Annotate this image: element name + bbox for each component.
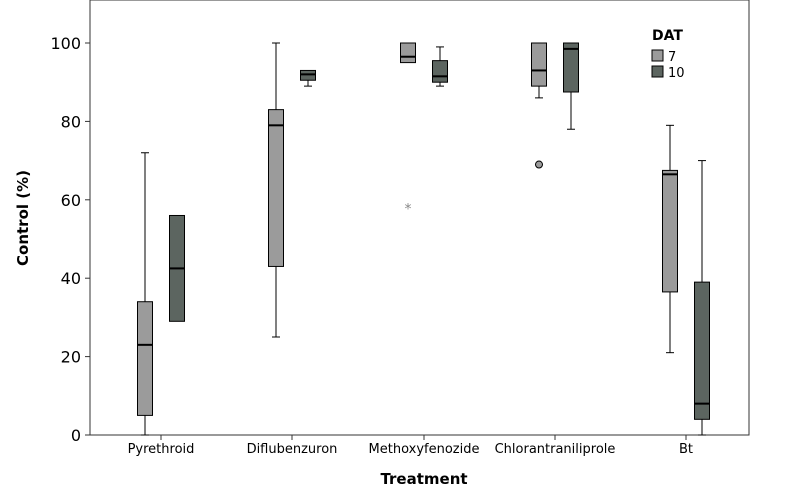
boxes-layer: * — [137, 42, 710, 436]
x-tick-label: Bt — [679, 442, 693, 457]
y-tick-label: 60 — [61, 191, 81, 210]
box-body — [531, 42, 547, 87]
box-methoxyfenozide-dat-7: * — [400, 42, 416, 218]
x-axis-title: Treatment — [380, 470, 467, 488]
box-body — [137, 301, 153, 416]
y-tick-label: 40 — [61, 269, 81, 288]
box-bt-dat-10 — [694, 160, 710, 436]
y-tick-label: 20 — [61, 348, 81, 367]
outlier-point — [535, 160, 543, 169]
y-tick-label: 80 — [61, 112, 81, 131]
box-pyrethroid-dat-7 — [137, 152, 153, 436]
legend-title: DAT — [652, 28, 683, 44]
x-tick-label: Methoxyfenozide — [369, 442, 480, 457]
box-body — [432, 60, 448, 83]
legend-label-7: 7 — [668, 50, 676, 65]
y-tick-label: 100 — [50, 34, 81, 53]
y-axis: 0 20 40 60 80 100 — [50, 34, 90, 445]
legend-swatch-7 — [651, 49, 664, 62]
box-body — [662, 169, 678, 293]
legend-label-10: 10 — [668, 66, 685, 81]
box-diflubenzuron-dat-7 — [268, 42, 284, 338]
x-tick-label: Pyrethroid — [128, 442, 195, 457]
box-body — [563, 42, 579, 93]
box-bt-dat-7 — [662, 124, 678, 354]
box-diflubenzuron-dat-10 — [300, 69, 316, 87]
x-axis: Pyrethroid Diflubenzuron Methoxyfenozide Ch… — [128, 435, 693, 457]
box-chlorantraniliprole-dat-7 — [531, 42, 547, 169]
y-tick-label: 0 — [71, 426, 81, 445]
box-body — [694, 281, 710, 420]
legend-swatch-10 — [651, 65, 664, 78]
extreme-point: * — [405, 202, 412, 218]
box-pyrethroid-dat-10 — [169, 214, 185, 322]
x-tick-label: Chlorantraniliprole — [495, 442, 616, 457]
plot-frame — [89, 0, 750, 436]
legend: DAT 710 — [651, 28, 685, 81]
box-body — [268, 109, 284, 267]
y-axis-title: Control (%) — [14, 170, 32, 266]
box-chlorantraniliprole-dat-10 — [563, 42, 579, 130]
box-body — [400, 42, 416, 64]
box-methoxyfenozide-dat-10 — [432, 46, 448, 87]
x-tick-label: Diflubenzuron — [247, 442, 338, 457]
